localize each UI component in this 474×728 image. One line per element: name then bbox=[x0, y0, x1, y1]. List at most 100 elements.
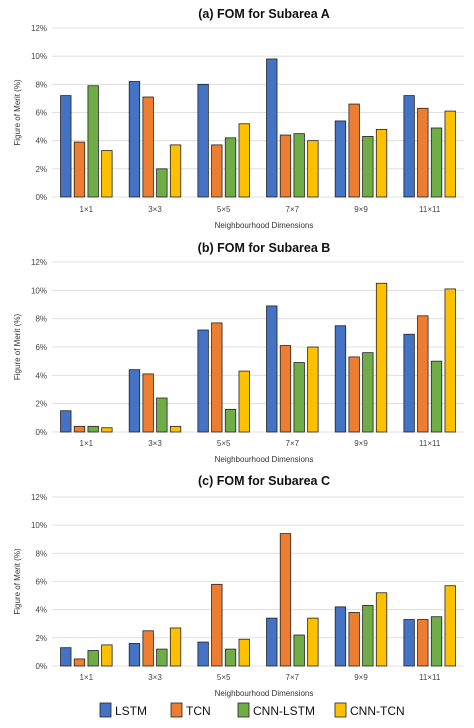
bar-tcn-2 bbox=[142, 630, 154, 667]
bar-tcn-3 bbox=[211, 322, 223, 433]
x-tick-label: 7×7 bbox=[286, 673, 300, 682]
bar-cnn-lstm-2 bbox=[156, 397, 168, 433]
bar-cnn-tcn-6 bbox=[444, 585, 456, 667]
bar-cnn-tcn-6 bbox=[444, 110, 456, 198]
chart-title: (a) FOM for Subarea A bbox=[198, 7, 330, 21]
x-tick-label: 5×5 bbox=[217, 673, 231, 682]
bar-cnn-lstm-6 bbox=[430, 616, 443, 667]
bar-lstm-1 bbox=[60, 95, 72, 198]
x-tick-label: 5×5 bbox=[217, 205, 231, 214]
y-tick-label: 12% bbox=[31, 493, 47, 502]
y-tick-label: 6% bbox=[35, 578, 47, 587]
y-tick-label: 4% bbox=[35, 137, 47, 146]
bar-lstm-1 bbox=[60, 647, 72, 667]
y-tick-label: 10% bbox=[31, 286, 47, 295]
bar-cnn-lstm-2 bbox=[156, 648, 168, 667]
x-tick-label: 5×5 bbox=[217, 439, 231, 448]
bar-lstm-2 bbox=[128, 643, 141, 667]
bar-cnn-lstm-1 bbox=[87, 425, 99, 433]
bar-lstm-4 bbox=[266, 617, 278, 667]
bar-cnn-tcn-4 bbox=[307, 617, 319, 667]
x-tick-label: 3×3 bbox=[148, 439, 162, 448]
y-tick-label: 6% bbox=[35, 343, 47, 352]
bar-cnn-lstm-3 bbox=[224, 648, 237, 667]
x-tick-label: 7×7 bbox=[286, 439, 300, 448]
bar-cnn-tcn-2 bbox=[169, 627, 182, 667]
bar-cnn-tcn-1 bbox=[101, 150, 113, 198]
y-tick-label: 10% bbox=[31, 521, 47, 530]
y-tick-label: 12% bbox=[31, 24, 47, 33]
bar-cnn-lstm-1 bbox=[87, 85, 99, 198]
legend-swatch-tcn bbox=[170, 702, 183, 718]
x-axis-label: Neighbourhood Dimensions bbox=[215, 689, 314, 698]
bar-lstm-5 bbox=[334, 325, 347, 433]
bar-cnn-lstm-4 bbox=[293, 133, 305, 198]
x-tick-label: 1×1 bbox=[80, 439, 94, 448]
bar-tcn-5 bbox=[348, 612, 360, 667]
y-tick-label: 10% bbox=[31, 52, 47, 61]
bar-lstm-4 bbox=[266, 58, 278, 198]
bar-lstm-6 bbox=[403, 619, 415, 667]
bar-cnn-tcn-4 bbox=[307, 346, 319, 433]
bar-cnn-lstm-2 bbox=[156, 168, 168, 198]
bar-cnn-tcn-6 bbox=[444, 288, 456, 433]
bar-cnn-tcn-4 bbox=[307, 140, 319, 198]
bar-cnn-tcn-3 bbox=[238, 370, 250, 433]
bar-lstm-2 bbox=[128, 369, 141, 433]
chart-panel-3: (c) FOM for Subarea C 0% 2% 4% 6% 8% 10% 12% Fig… bbox=[13, 474, 464, 698]
x-tick-label: 11×11 bbox=[419, 673, 441, 682]
bar-cnn-lstm-6 bbox=[430, 360, 443, 433]
bar-lstm-3 bbox=[197, 83, 209, 198]
bar-tcn-1 bbox=[73, 658, 86, 667]
y-axis-label: Figure of Merit (%) bbox=[13, 314, 22, 381]
y-tick-label: 6% bbox=[35, 109, 47, 118]
bar-tcn-5 bbox=[348, 356, 360, 433]
bar-cnn-lstm-6 bbox=[430, 127, 443, 198]
y-tick-label: 4% bbox=[35, 606, 47, 615]
y-tick-label: 8% bbox=[35, 549, 47, 558]
bar-cnn-tcn-3 bbox=[238, 638, 250, 667]
bar-lstm-5 bbox=[334, 606, 347, 667]
bar-cnn-tcn-5 bbox=[375, 592, 388, 667]
chart-panel-1: (a) FOM for Subarea A 0% 2% 4% 6% 8% 10% 12% Fig… bbox=[13, 7, 464, 230]
bar-cnn-lstm-3 bbox=[224, 408, 237, 433]
legend: LSTM TCN CNN-LSTM CNN-TCN bbox=[99, 702, 405, 718]
y-tick-label: 8% bbox=[35, 80, 47, 89]
x-axis-label: Neighbourhood Dimensions bbox=[215, 221, 314, 230]
bar-cnn-tcn-3 bbox=[238, 123, 250, 198]
y-tick-label: 12% bbox=[31, 258, 47, 267]
y-tick-label: 8% bbox=[35, 315, 47, 324]
bar-cnn-lstm-3 bbox=[224, 137, 237, 198]
bar-cnn-tcn-5 bbox=[375, 128, 388, 198]
bar-lstm-6 bbox=[403, 95, 415, 198]
x-tick-label: 1×1 bbox=[80, 673, 94, 682]
y-tick-label: 4% bbox=[35, 371, 47, 380]
legend-label: CNN-TCN bbox=[350, 704, 405, 718]
chart-panel-2: (b) FOM for Subarea B 0% 2% 4% 6% 8% 10% 12% Fig… bbox=[13, 241, 464, 464]
y-tick-label: 2% bbox=[35, 400, 47, 409]
bar-cnn-tcn-2 bbox=[169, 144, 182, 198]
bar-cnn-tcn-5 bbox=[375, 282, 388, 433]
y-tick-label: 2% bbox=[35, 165, 47, 174]
y-axis-label: Figure of Merit (%) bbox=[13, 548, 22, 615]
x-tick-label: 3×3 bbox=[148, 673, 162, 682]
bar-cnn-tcn-2 bbox=[169, 425, 182, 433]
bar-cnn-tcn-1 bbox=[101, 644, 113, 667]
x-tick-label: 1×1 bbox=[80, 205, 94, 214]
bar-lstm-6 bbox=[403, 333, 415, 433]
y-tick-label: 0% bbox=[35, 193, 47, 202]
bar-tcn-3 bbox=[211, 144, 223, 198]
legend-label: TCN bbox=[186, 704, 211, 718]
bar-tcn-3 bbox=[211, 583, 223, 667]
bar-lstm-2 bbox=[128, 81, 141, 198]
chart-title: (b) FOM for Subarea B bbox=[198, 241, 331, 255]
bar-cnn-lstm-5 bbox=[362, 605, 374, 667]
x-tick-label: 9×9 bbox=[354, 205, 368, 214]
bar-lstm-5 bbox=[334, 120, 347, 198]
y-axis-label: Figure of Merit (%) bbox=[13, 79, 22, 146]
legend-swatch-cnn-tcn bbox=[334, 702, 347, 718]
x-tick-label: 9×9 bbox=[354, 439, 368, 448]
bar-tcn-4 bbox=[279, 134, 292, 198]
legend-swatch-lstm bbox=[99, 702, 112, 718]
